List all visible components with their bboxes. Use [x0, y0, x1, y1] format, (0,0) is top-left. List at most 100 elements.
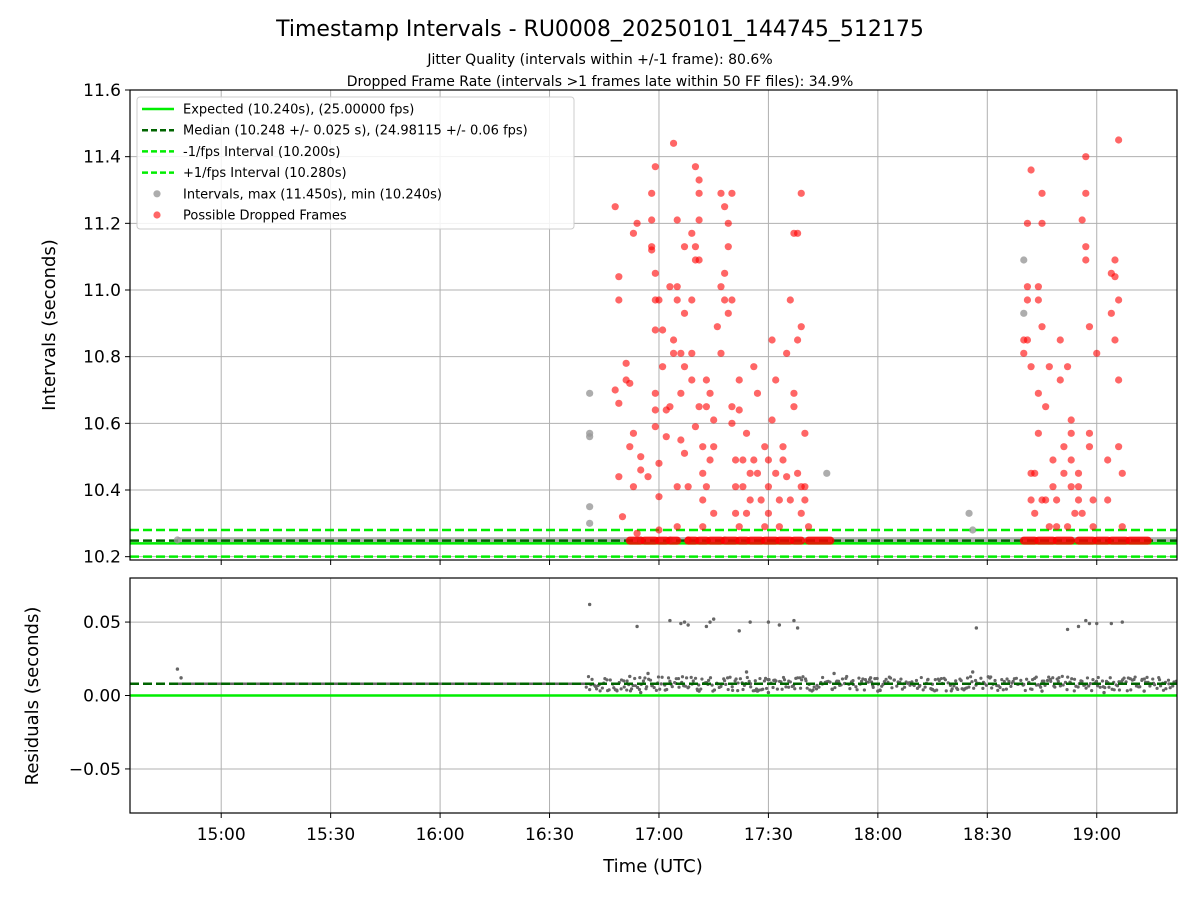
dropped-frame-point: [721, 269, 729, 277]
residual-point: [737, 629, 741, 633]
dropped-frame-point: [783, 473, 791, 481]
residual-band-point: [738, 677, 742, 681]
dropped-frame-point: [728, 403, 736, 411]
dropped-frame-point: [1104, 496, 1112, 504]
residual-band-point: [1072, 689, 1076, 693]
dropped-frame-point: [1074, 496, 1083, 504]
dropped-frame-point: [750, 363, 758, 371]
dropped-frame-point: [680, 363, 689, 371]
dropped-frame-point: [1034, 429, 1042, 437]
residual-band-point: [625, 688, 629, 692]
dropped-frame-point: [790, 403, 798, 411]
residual-band-point: [710, 683, 714, 687]
dropped-frame-point: [1111, 273, 1119, 281]
residual-band-point: [758, 676, 762, 681]
residual-band-point: [993, 678, 997, 683]
residual-band-point: [586, 675, 591, 679]
residual-band-point: [933, 678, 937, 682]
residuals-plot: −0.05 0.00 0.05 15:00 15:30 16:00 16:30 17:00 17…: [69, 577, 1178, 845]
dropped-frame-point: [659, 326, 667, 334]
dropped-frame-point: [1049, 483, 1057, 491]
dropped-frame-point: [779, 443, 787, 451]
dropped-frame-point: [801, 483, 809, 491]
residual-point: [179, 676, 183, 680]
dropped-frame-point: [691, 163, 700, 171]
residual-band-point: [588, 687, 592, 692]
residual-band-point: [636, 685, 640, 690]
residual-band-point: [1053, 685, 1057, 689]
dropped-frame-point: [804, 523, 813, 531]
residual-band-point: [1171, 684, 1175, 688]
interval-point: [1020, 256, 1028, 264]
legend-entry-label: Possible Dropped Frames: [183, 209, 347, 224]
dropped-frame-point: [786, 296, 794, 304]
residual-band-point: [814, 687, 819, 691]
residual-band-point: [1090, 689, 1094, 693]
residual-band-point: [1125, 689, 1129, 693]
dropped-frame-point: [651, 163, 659, 171]
residual-band-point: [668, 679, 672, 683]
residual-band-point: [775, 687, 780, 691]
dropped-frame-point: [768, 416, 776, 424]
dropped-frame-point: [717, 283, 725, 291]
residual-band-point: [952, 684, 956, 688]
tick-label-top-y: 10.6: [83, 414, 121, 434]
residual-band-point: [817, 685, 821, 689]
interval-point: [586, 389, 594, 397]
residual-band-point: [1023, 688, 1027, 693]
interval-point: [586, 519, 594, 527]
residual-band-point: [812, 685, 816, 689]
residual-band-point: [805, 686, 809, 690]
residual-band-point: [857, 676, 861, 680]
residual-band-point: [1117, 688, 1122, 692]
tick-label-top-y: 11.0: [83, 281, 121, 301]
residual-point: [704, 624, 709, 629]
legend-entry-label: Median (10.248 +/- 0.025 s), (24.98115 +…: [183, 124, 528, 139]
tick-label-top-y: 11.6: [83, 81, 121, 101]
residual-band-point: [615, 689, 619, 693]
dropped-frame-point: [615, 296, 623, 304]
residual-band-point: [764, 686, 769, 691]
dropped-frame-point: [772, 469, 780, 477]
residual-band-point: [1168, 686, 1172, 690]
dropped-frame-point: [629, 429, 638, 437]
residual-band-point: [1030, 687, 1034, 691]
residual-band-point: [939, 676, 943, 681]
dropped-frame-point: [735, 523, 743, 531]
residual-band-point: [1132, 677, 1136, 682]
residual-band-point: [946, 681, 950, 685]
tick-label-top-y: 10.8: [83, 348, 121, 368]
residual-band-point: [731, 688, 735, 692]
residual-band-point: [707, 678, 711, 682]
residual-band-point: [1152, 683, 1157, 687]
interval-point: [823, 469, 831, 477]
tick-label-x: 16:30: [525, 825, 574, 845]
dropped-frame-point: [644, 473, 652, 481]
dropped-frame-point: [724, 309, 732, 317]
interval-point: [969, 526, 977, 534]
residual-band-point: [968, 675, 973, 679]
residual-band-point: [648, 678, 653, 682]
residual-band-point: [1066, 675, 1070, 679]
dropped-frame-point: [1115, 296, 1123, 304]
interval-point: [1020, 309, 1028, 317]
dropped-frame-point: [742, 509, 751, 517]
residual-band-point: [926, 677, 930, 681]
residual-band-point: [747, 679, 751, 683]
dropped-frame-point: [1034, 389, 1042, 397]
residual-band-point: [1103, 686, 1107, 690]
residual-band-point: [658, 687, 662, 691]
residual-band-point: [1019, 678, 1023, 682]
dropped-frame-point: [710, 443, 718, 451]
residuals-data: [130, 602, 1177, 697]
residual-band-point: [584, 685, 588, 689]
dropped-frame-point: [1071, 509, 1079, 517]
intervals-axes-frame: [129, 89, 1178, 561]
residual-band-point: [1142, 677, 1146, 681]
residual-band-point: [689, 675, 693, 679]
dropped-frame-point: [717, 349, 725, 357]
dropped-frame-point: [1082, 189, 1090, 197]
residual-band-point: [882, 679, 886, 684]
dropped-frame-point: [721, 296, 729, 304]
dropped-frame-point: [775, 523, 783, 531]
